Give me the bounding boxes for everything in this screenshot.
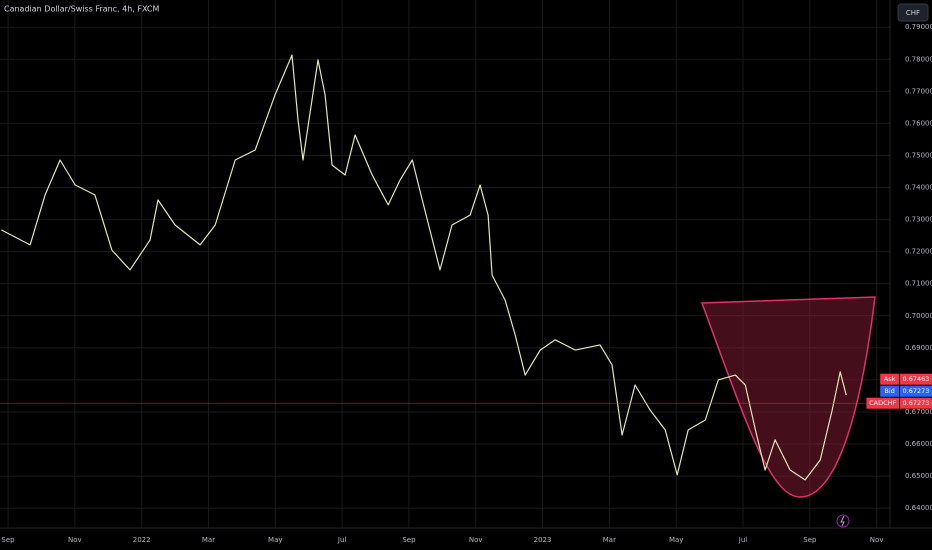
y-tick-label: 0.77000: [905, 87, 932, 95]
event-icon-bolt: [840, 515, 845, 527]
x-tick-label: May: [669, 536, 683, 544]
y-tick-label: 0.78000: [905, 55, 932, 63]
currency-button-label[interactable]: CHF: [906, 9, 920, 17]
x-tick-label: 2023: [534, 536, 552, 544]
x-tick-label: Sep: [803, 536, 817, 544]
x-tick-label: Sep: [402, 536, 416, 544]
x-tick-label: Sep: [1, 536, 15, 544]
price-badge-name-bg: [880, 373, 899, 385]
price-badge-bg: [900, 397, 932, 409]
price-badge-name: Ask: [884, 375, 896, 383]
y-tick-label: 0.71000: [905, 280, 932, 288]
y-tick-label: 0.73000: [905, 216, 932, 224]
price-badge-value: 0.67463: [903, 375, 930, 383]
price-badge-value: 0.67273: [903, 399, 930, 407]
y-tick-label: 0.65000: [905, 472, 932, 480]
price-badge-name-bg: [866, 397, 899, 409]
currency-button[interactable]: [897, 3, 929, 22]
x-tick-label: Jul: [337, 536, 347, 544]
x-tick-label: Mar: [603, 536, 616, 544]
chart-title: Canadian Dollar/Swiss Franc, 4h, FXCM: [4, 5, 159, 14]
x-tick-label: Nov: [68, 536, 82, 544]
x-tick-label: May: [268, 536, 282, 544]
cup-drawing: [700, 296, 876, 498]
grid: [0, 0, 890, 528]
price-line: [1, 54, 847, 481]
price-badge-name: CADCHF: [869, 399, 896, 407]
x-tick-label: Mar: [202, 536, 215, 544]
price-badge-bg: [900, 373, 932, 385]
y-tick-label: 0.75000: [905, 151, 932, 159]
y-tick-label: 0.74000: [905, 184, 932, 192]
price-badge-value: 0.67273: [903, 387, 930, 395]
event-icon[interactable]: [836, 514, 850, 528]
x-tick-label: Nov: [870, 536, 884, 544]
y-tick-label: 0.69000: [905, 344, 932, 352]
price-badge-bg: [900, 385, 932, 397]
y-tick-label: 0.67000: [905, 408, 932, 416]
price-badge-name-bg: [880, 385, 899, 397]
price-badge-name: Bid: [884, 387, 894, 395]
y-tick-label: 0.76000: [905, 119, 932, 127]
x-tick-label: Jul: [738, 536, 748, 544]
y-tick-label: 0.66000: [905, 440, 932, 448]
y-tick-label: 0.70000: [905, 312, 932, 320]
y-tick-label: 0.64000: [905, 504, 932, 512]
x-tick-label: 2022: [133, 536, 151, 544]
y-tick-label: 0.72000: [905, 248, 932, 256]
plot: [0, 54, 890, 481]
x-tick-label: Nov: [469, 536, 483, 544]
y-tick-label: 0.79000: [905, 23, 932, 31]
